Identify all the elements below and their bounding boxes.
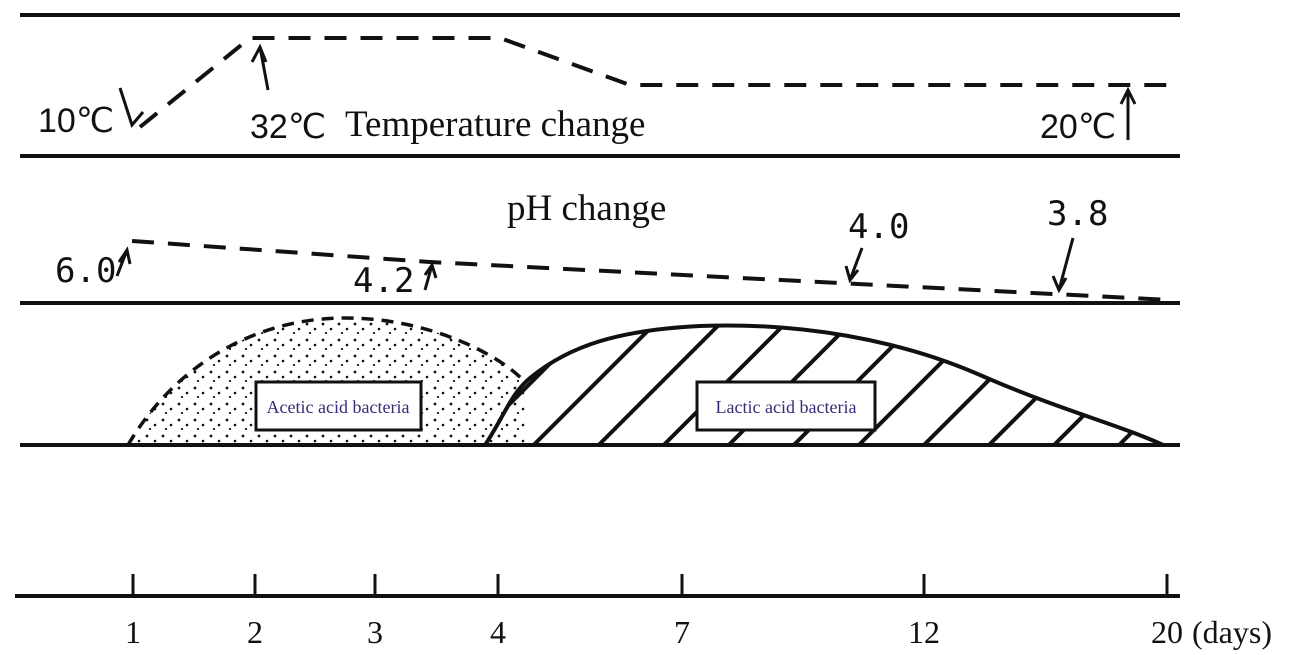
end-temp-arrow-icon bbox=[1119, 86, 1137, 140]
axis-label-1: 1 bbox=[125, 614, 141, 650]
ph-4-2-arrow-icon bbox=[423, 261, 438, 291]
lactic-bacteria-label: Lactic acid bacteria bbox=[716, 397, 857, 417]
ph-title: pH change bbox=[507, 188, 666, 229]
acetic-label-box bbox=[254, 380, 423, 432]
ph-label-4-0: 4.0 bbox=[848, 207, 909, 247]
temperature-title: Temperature change bbox=[345, 104, 645, 145]
axis-label-7: 7 bbox=[674, 614, 690, 650]
lactic-label-box bbox=[695, 380, 877, 432]
axis-label-12: 12 bbox=[908, 614, 940, 650]
ph-curve bbox=[131, 239, 1171, 302]
axis-label-20: 20 bbox=[1151, 614, 1183, 650]
axis-label-4: 4 bbox=[490, 614, 506, 650]
ph-label-start: 6.0 bbox=[55, 251, 116, 291]
ph-label-3-8: 3.8 bbox=[1047, 194, 1108, 234]
acetic-bacteria-label: Acetic acid bacteria bbox=[267, 397, 410, 417]
start-temp-arrow-icon bbox=[118, 87, 145, 129]
axis-label-2: 2 bbox=[247, 614, 263, 650]
ph-start-arrow-icon bbox=[115, 246, 132, 277]
peak-temp-arrow-icon bbox=[250, 43, 270, 91]
end-temp-label: 20℃ bbox=[1040, 108, 1116, 146]
axis-unit-label: (days) bbox=[1192, 614, 1272, 650]
acetic-bacteria-outline bbox=[126, 316, 527, 446]
start-temp-label: 10℃ bbox=[38, 102, 114, 140]
time-axis-ticks bbox=[131, 574, 1169, 596]
axis-label-3: 3 bbox=[367, 614, 383, 650]
ph-3-8-arrow-icon bbox=[1051, 237, 1075, 294]
ph-4-0-arrow-icon bbox=[844, 247, 864, 284]
peak-temp-label: 32℃ bbox=[250, 108, 326, 146]
ph-label-4-2: 4.2 bbox=[353, 261, 414, 301]
